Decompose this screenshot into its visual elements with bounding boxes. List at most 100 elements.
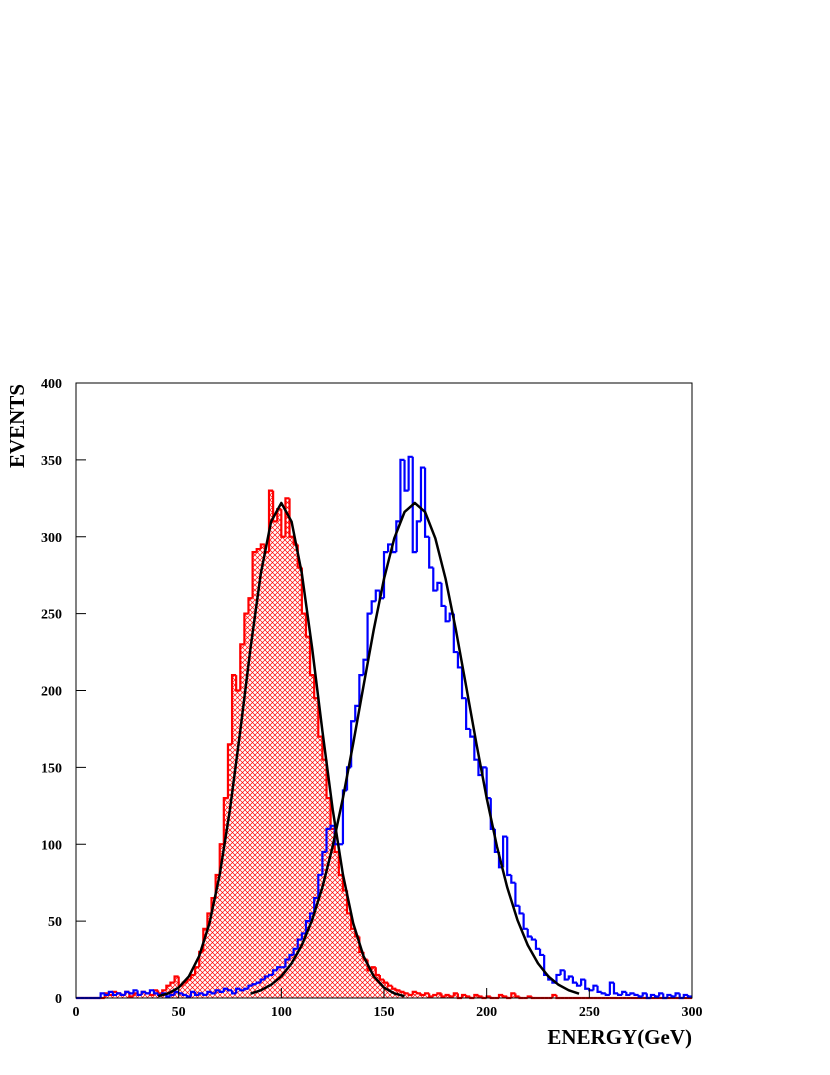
bar <box>536 949 540 998</box>
bar-outline <box>251 551 257 599</box>
bar <box>474 994 479 998</box>
bar <box>117 993 122 998</box>
bar-outline <box>259 978 265 983</box>
bar <box>412 991 417 998</box>
bar <box>285 498 290 998</box>
bar <box>454 652 458 998</box>
bar-outline <box>247 984 253 989</box>
bar-outline <box>501 835 508 868</box>
y-tick-label: 150 <box>41 761 62 776</box>
bar-outline <box>263 975 270 980</box>
bar-outline <box>136 990 142 997</box>
bar-outline <box>444 605 450 623</box>
bar-outline <box>337 851 343 877</box>
bar-outline <box>473 993 479 998</box>
bar-outline <box>206 990 212 995</box>
bar-outline <box>395 520 401 553</box>
bar <box>429 568 433 999</box>
bar <box>207 913 212 998</box>
bar-outline <box>686 994 692 998</box>
bar-outline <box>477 994 483 998</box>
bar-outline <box>370 600 376 614</box>
bar-outline <box>411 990 417 995</box>
bar <box>232 675 237 998</box>
x-axis-label: ENERGY(GeV) <box>547 1025 692 1049</box>
bar <box>462 698 466 998</box>
bar <box>453 993 458 998</box>
bar <box>289 536 294 998</box>
bar-outline <box>99 992 105 998</box>
bar-outline <box>592 984 598 991</box>
bar <box>297 567 302 998</box>
bar-outline <box>169 993 175 997</box>
bar <box>252 552 257 998</box>
bar-outline <box>444 993 450 997</box>
bar-outline <box>226 743 233 799</box>
bar <box>420 994 426 998</box>
bar-outline <box>193 991 200 997</box>
bar <box>379 979 384 998</box>
bar-outline <box>436 992 442 995</box>
bar <box>437 583 441 998</box>
bar-outline <box>633 993 639 997</box>
bar-outline <box>567 975 573 980</box>
bar <box>474 760 478 998</box>
x-tick-label: 100 <box>271 1005 292 1020</box>
bar <box>293 544 298 998</box>
bar-outline <box>366 612 372 660</box>
bar-outline <box>300 932 306 940</box>
bar-outline <box>419 466 426 522</box>
bar-outline <box>243 987 249 991</box>
bar-outline <box>501 994 508 998</box>
bar <box>264 552 270 998</box>
bar-outline <box>214 989 220 994</box>
bar <box>433 591 437 998</box>
bar <box>446 621 450 998</box>
bar <box>384 982 389 998</box>
bar <box>511 993 516 998</box>
bar-outline <box>465 698 471 731</box>
bar-outline <box>317 873 323 899</box>
bar <box>416 993 421 998</box>
bar-outline <box>218 990 224 993</box>
bar-outline <box>526 995 532 998</box>
bar <box>367 970 372 998</box>
bar-outline <box>128 991 134 995</box>
bar-outline <box>218 843 224 875</box>
bar <box>470 737 474 998</box>
x-tick-label: 150 <box>374 1005 395 1020</box>
bar-outline <box>329 824 335 829</box>
bar <box>277 509 282 998</box>
bar <box>375 974 380 998</box>
bar-outline <box>506 836 512 877</box>
bar-outline <box>124 990 130 995</box>
y-tick-label: 350 <box>41 454 62 469</box>
bar-outline <box>243 612 249 645</box>
bar <box>195 967 200 998</box>
bar-outline <box>308 912 315 922</box>
bar <box>396 521 400 998</box>
bar-outline <box>374 589 380 602</box>
bar-outline <box>148 989 155 994</box>
histogram-series <box>76 455 692 1000</box>
bar <box>483 767 487 998</box>
bar <box>166 985 171 998</box>
bar-outline <box>518 905 524 915</box>
bar-outline <box>382 979 389 984</box>
bar <box>342 890 348 998</box>
bar-outline <box>374 967 380 977</box>
bar-outline <box>674 992 680 997</box>
bar-outline <box>181 993 187 997</box>
bar <box>182 982 187 998</box>
bar-outline <box>559 969 565 975</box>
bar-outline <box>321 850 327 875</box>
bar-outline <box>465 994 471 998</box>
bar-outline <box>596 985 602 993</box>
bar-outline <box>152 990 159 995</box>
bar-outline <box>526 928 532 938</box>
bar <box>223 798 228 998</box>
bar-outline <box>534 939 541 950</box>
bar <box>347 913 352 998</box>
bar-outline <box>111 991 118 997</box>
fit-curve <box>157 501 405 998</box>
